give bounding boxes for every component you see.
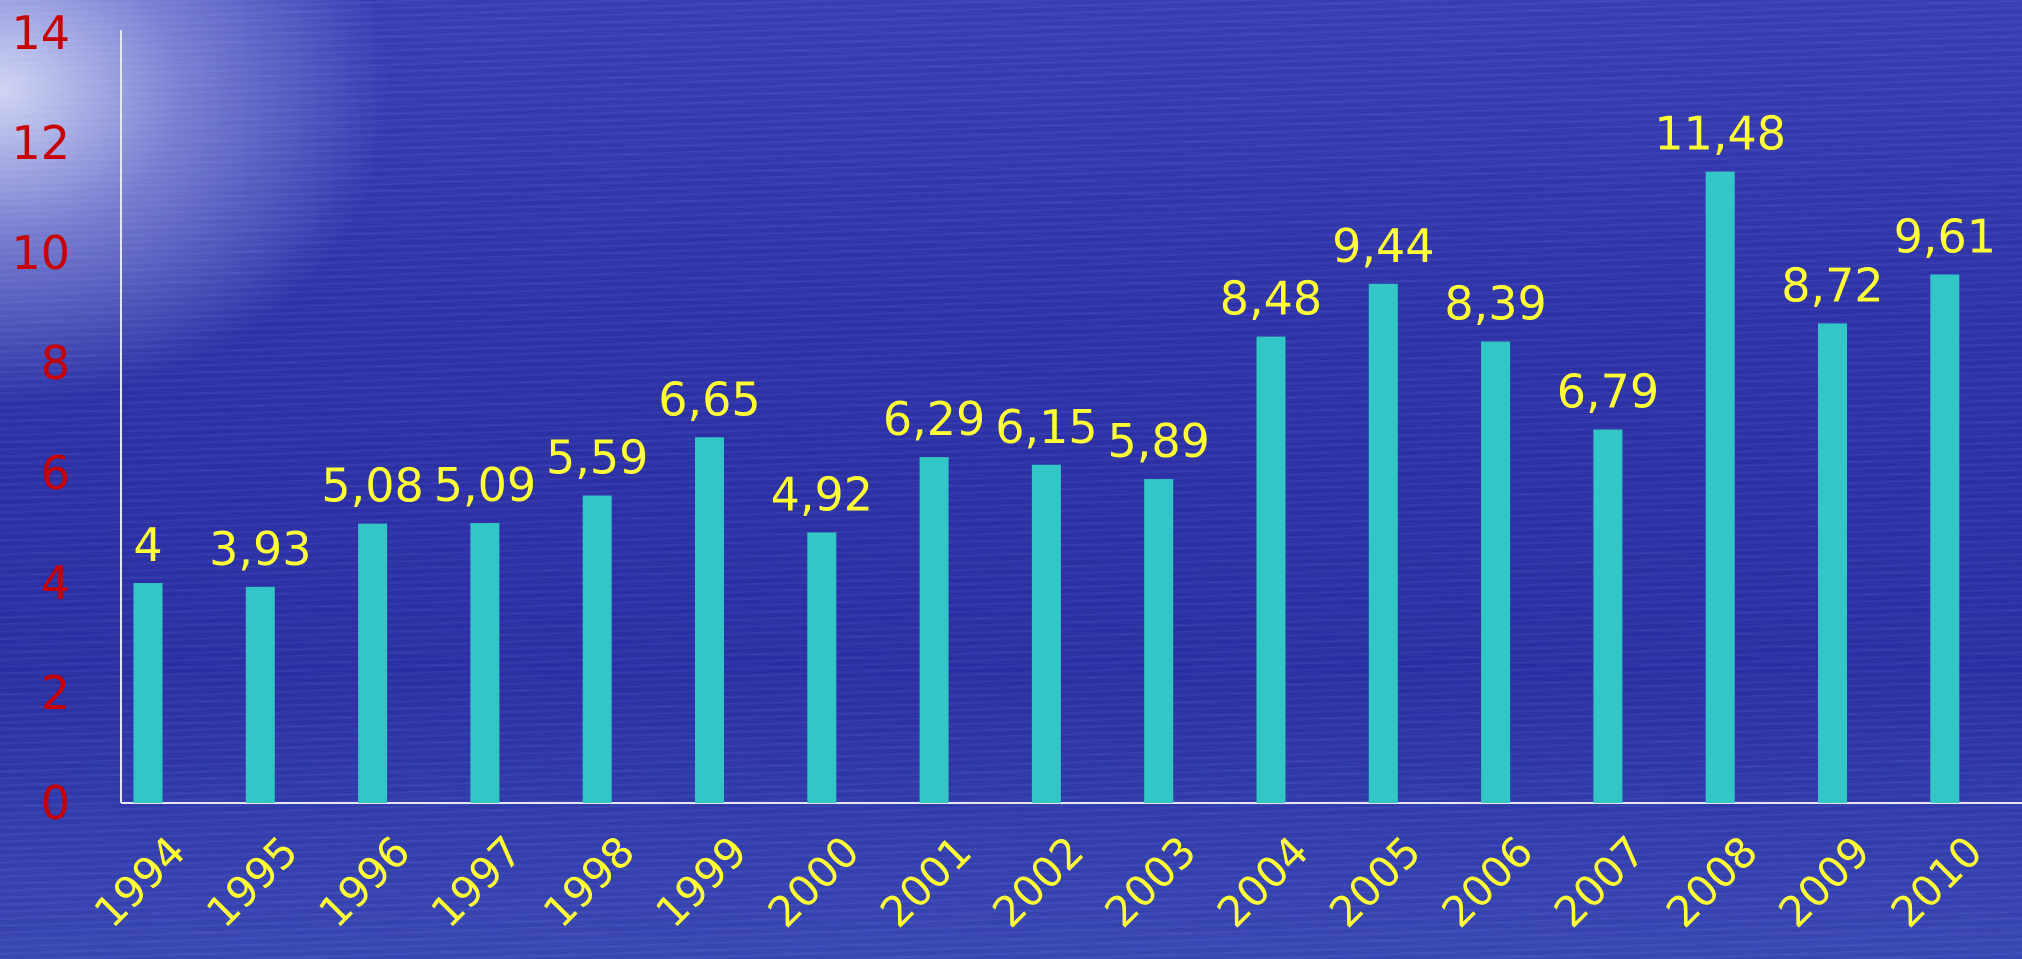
bar xyxy=(582,495,612,803)
bar xyxy=(1368,283,1398,803)
bar xyxy=(1705,171,1735,804)
data-label: 11,48 xyxy=(1654,107,1786,161)
y-tick-label: 10 xyxy=(11,226,70,280)
x-tick-label: 2003 xyxy=(1095,827,1205,937)
bar xyxy=(358,523,388,803)
y-tick-label: 2 xyxy=(41,666,70,720)
bar xyxy=(133,583,163,803)
data-label: 5,59 xyxy=(546,431,648,485)
data-label: 5,08 xyxy=(321,459,423,513)
bar xyxy=(807,532,837,803)
x-tick-label: 1998 xyxy=(534,827,644,937)
data-label: 6,29 xyxy=(883,392,985,446)
x-tick-label: 2002 xyxy=(983,827,1093,937)
bar xyxy=(470,523,500,803)
x-tick-label: 1999 xyxy=(646,827,756,937)
bar xyxy=(1031,464,1061,803)
x-tick-label: 2009 xyxy=(1769,827,1879,937)
bar xyxy=(1930,274,1960,803)
x-tick-label: 1994 xyxy=(85,827,195,937)
data-label: 9,44 xyxy=(1332,219,1434,273)
y-tick-label: 4 xyxy=(41,556,70,610)
bar xyxy=(1593,429,1623,803)
x-tick-label: 2008 xyxy=(1657,827,1767,937)
bar xyxy=(245,586,275,803)
bar xyxy=(1481,341,1511,803)
y-tick-label: 12 xyxy=(11,116,70,170)
y-tick-label: 14 xyxy=(11,6,70,60)
data-label: 5,09 xyxy=(434,458,536,512)
bar xyxy=(695,437,724,803)
data-label: 4 xyxy=(133,518,162,572)
x-tick-label: 2005 xyxy=(1320,827,1430,937)
bar xyxy=(1144,479,1174,803)
data-label: 6,15 xyxy=(995,400,1097,454)
data-label: 3,93 xyxy=(209,522,311,576)
data-label: 8,72 xyxy=(1781,258,1883,312)
data-label: 6,65 xyxy=(658,372,760,426)
x-tick-label: 2004 xyxy=(1208,827,1318,937)
data-label: 6,79 xyxy=(1557,365,1659,419)
data-label: 8,39 xyxy=(1444,277,1546,331)
y-tick-label: 6 xyxy=(41,446,70,500)
data-label: 5,89 xyxy=(1107,414,1209,468)
data-label: 8,48 xyxy=(1220,272,1322,326)
bar xyxy=(1818,323,1847,803)
x-tick-label: 1995 xyxy=(197,827,307,937)
x-tick-label: 2006 xyxy=(1432,827,1542,937)
y-tick-label: 0 xyxy=(41,776,70,830)
y-tick-label: 8 xyxy=(41,336,70,390)
x-tick-label: 1996 xyxy=(309,827,419,937)
x-tick-label: 1997 xyxy=(422,827,532,937)
bar xyxy=(919,457,949,803)
x-tick-label: 2000 xyxy=(758,827,868,937)
bar xyxy=(1256,336,1286,803)
x-tick-label: 2007 xyxy=(1545,827,1655,937)
x-tick-label: 2010 xyxy=(1881,827,1991,937)
x-tick-label: 2001 xyxy=(871,827,981,937)
data-label: 9,61 xyxy=(1894,209,1996,263)
data-label: 4,92 xyxy=(771,467,873,521)
